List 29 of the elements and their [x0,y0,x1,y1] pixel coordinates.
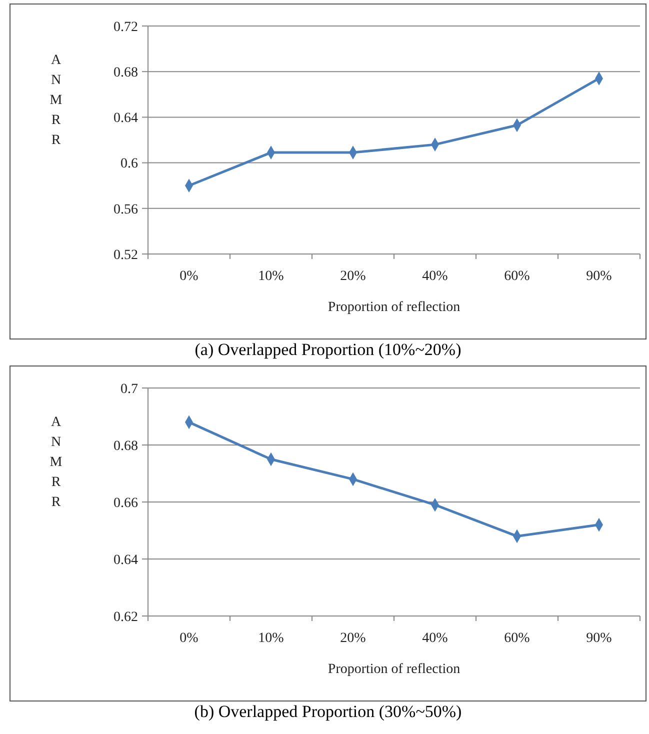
x-tick-label: 90% [586,631,612,646]
y-tick-label: 0.68 [114,66,138,80]
y-tick-label: 0.66 [114,496,138,511]
text: (b) Overlapped Proportion (30%~50%) [194,702,462,721]
y-tick-label: 0.64 [114,111,138,126]
x-axis-title: Proportion of reflection [328,662,460,677]
x-tick-label: 0% [180,269,199,284]
y-axis-title: ANMRR [50,415,63,510]
x-tick-label: 20% [340,631,366,646]
x-tick-label: 40% [422,631,448,646]
x-tick-label: 0% [180,631,199,646]
x-tick-label: 40% [422,269,448,284]
text: (a) Overlapped Proportion (10%~20%) [194,340,462,359]
x-tick-label: 60% [504,631,530,646]
y-tick-label: 0.72 [114,20,138,35]
x-tick-label: 90% [586,269,612,284]
x-tick-label: 20% [340,269,366,284]
y-tick-label: 0.62 [114,610,138,625]
y-tick-label: 0.68 [114,438,138,454]
x-axis-title: Proportion of reflection [328,300,460,315]
x-tick-label: 60% [504,269,530,284]
y-tick-label: 0.56 [114,202,138,218]
y-tick-label: 0.52 [114,248,138,263]
y-axis-title: ANMRR [50,53,63,148]
x-tick-label: 10% [258,631,284,646]
y-tick-label: 0.7 [120,382,138,397]
y-tick-label: 0.6 [120,156,138,172]
y-tick-label: 0.64 [114,552,138,568]
x-tick-label: 10% [258,269,284,284]
